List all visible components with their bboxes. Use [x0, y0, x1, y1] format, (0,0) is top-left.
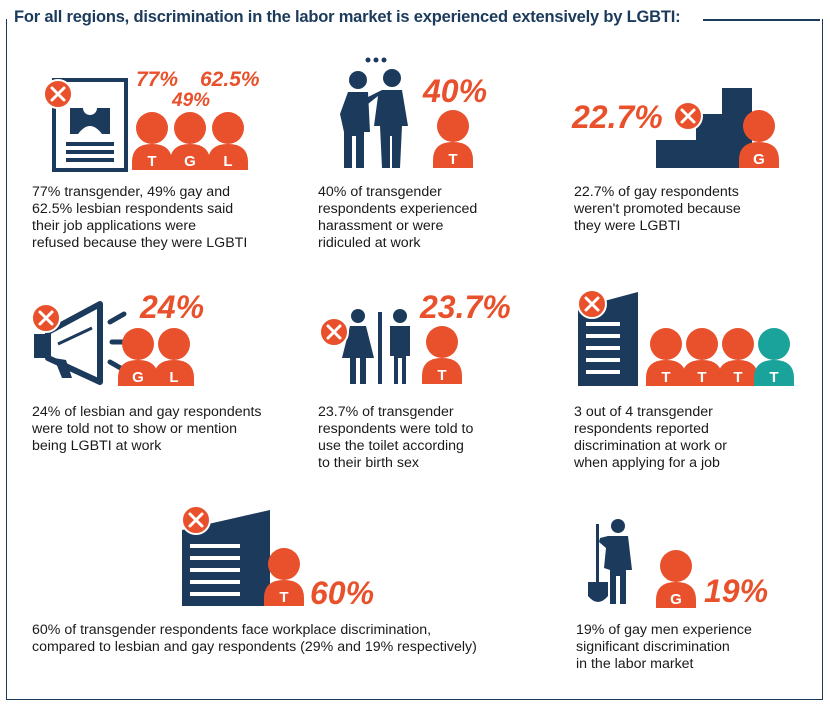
gay-men-19-graphic: G 19%: [588, 519, 768, 609]
caption-three-of-four: 3 out of 4 transgender respondents repor…: [574, 404, 727, 471]
stat-promotion: 22.7% G: [570, 80, 800, 180]
label-t: T: [661, 369, 670, 386]
figure-60: 60%: [310, 575, 374, 611]
megaphone-graphic: G L 24%: [31, 289, 204, 386]
person-icon-g: G: [656, 550, 696, 608]
label-t: T: [448, 151, 457, 168]
label-t: T: [733, 369, 742, 386]
office-building-icon: [182, 510, 270, 606]
toilet-icon: [342, 309, 410, 384]
label-g: G: [753, 151, 765, 168]
person-icon-t: T: [264, 548, 304, 606]
harassment-graphic: T 40%: [340, 57, 487, 168]
person-icon-t: T: [718, 328, 758, 386]
caption-harassment: 40% of transgender respondents experienc…: [318, 184, 478, 251]
label-g: G: [184, 153, 196, 170]
label-t: T: [437, 367, 446, 384]
label-t: T: [147, 153, 156, 170]
stat-harassment: T 40%: [330, 56, 510, 176]
stat-gay-men-19: G 19%: [586, 518, 786, 610]
page-title: For all regions, discrimination in the l…: [14, 8, 681, 26]
caption-workplace-60: 60% of transgender respondents face work…: [32, 622, 477, 655]
refused-x-icon: [181, 505, 211, 535]
infographic-frame: [6, 19, 823, 700]
label-t: T: [697, 369, 706, 386]
megaphone-icon: [34, 301, 131, 385]
figure-77: 77%: [136, 68, 178, 91]
stat-three-of-four: T T T T: [574, 288, 804, 388]
refused-x-icon: [577, 289, 607, 319]
person-icon-g: G: [170, 112, 210, 170]
label-g: G: [132, 369, 144, 386]
caption-toilet: 23.7% of transgender respondents were to…: [318, 404, 474, 471]
figure-23-7: 23.7%: [419, 289, 511, 325]
person-icon-t: T: [682, 328, 722, 386]
refused-x-icon: [43, 79, 73, 109]
person-icon-g: G: [739, 110, 779, 168]
promotion-graphic: 22.7% G: [571, 88, 779, 168]
figure-40: 40%: [422, 73, 487, 109]
toilet-graphic: T 23.7%: [319, 289, 511, 384]
person-icon-l: L: [208, 112, 248, 170]
label-l: L: [169, 369, 178, 386]
person-icon-g: G: [118, 328, 158, 386]
job-application-graphic: T G L 77% 49% 62.5%: [43, 68, 260, 172]
person-icon-t: T: [433, 110, 473, 168]
figure-22-7: 22.7%: [571, 99, 663, 135]
person-icon-t: T: [132, 112, 172, 170]
stat-toilet: T 23.7%: [318, 286, 518, 386]
harassment-icon: [340, 57, 408, 168]
stat-not-to-mention: G L 24%: [28, 282, 238, 392]
figure-24: 24%: [139, 289, 204, 325]
label-t: T: [769, 369, 778, 386]
refused-x-icon: [673, 101, 703, 131]
label-g: G: [670, 591, 682, 608]
stat-workplace-60: T 60%: [176, 502, 416, 611]
figure-62-5: 62.5%: [200, 68, 260, 91]
person-icon-t: T: [422, 326, 462, 384]
workplace-60-graphic: T 60%: [181, 505, 374, 611]
label-t: T: [279, 589, 288, 606]
person-icon-t: T: [646, 328, 686, 386]
caption-job-applications: 77% transgender, 49% gay and 62.5% lesbi…: [32, 184, 248, 251]
figure-19: 19%: [704, 573, 768, 609]
worker-shovel-icon: [588, 519, 632, 604]
caption-not-to-mention: 24% of lesbian and gay respondents were …: [32, 404, 262, 454]
person-icon-l: L: [154, 328, 194, 386]
promotion-stairs-icon: [656, 88, 752, 168]
refused-x-icon: [319, 317, 349, 347]
caption-gay-men-19: 19% of gay men experience significant di…: [576, 622, 752, 672]
label-l: L: [223, 153, 232, 170]
person-icon-t-teal: T: [754, 328, 794, 386]
stat-job-applications: T G L 77% 49% 62.5%: [40, 58, 270, 178]
figure-49: 49%: [171, 90, 210, 111]
refused-x-icon: [31, 303, 61, 333]
title-rule: [703, 19, 820, 21]
caption-promotion: 22.7% of gay respondents weren't promote…: [574, 184, 741, 234]
three-of-four-graphic: T T T T: [577, 289, 794, 386]
